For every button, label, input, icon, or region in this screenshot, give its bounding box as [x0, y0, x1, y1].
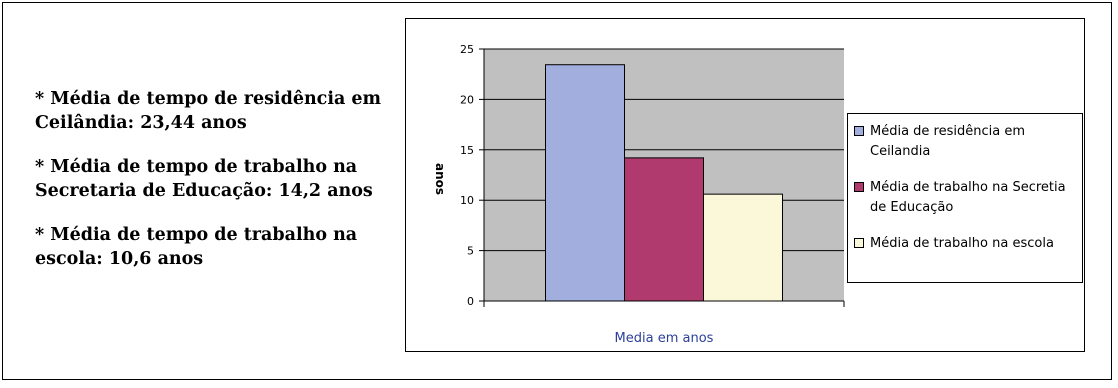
y-tick-labels: 0 5 10 15 20 25 [460, 43, 474, 308]
note-escola: * Média de tempo de trabalho na escola: … [35, 225, 358, 269]
y-tick-label: 5 [467, 245, 474, 258]
legend-label: Média de trabalho na escola [870, 236, 1054, 251]
x-axis-label: Media em anos [615, 331, 714, 346]
y-tick-label: 15 [460, 144, 474, 157]
legend-label: Média de trabalho na Secretia de Educaçã… [870, 180, 1066, 215]
y-tick-label: 20 [460, 93, 474, 106]
notes-panel: * Média de tempo de residência em Ceilân… [35, 87, 405, 291]
y-axis-label: anos [433, 163, 447, 195]
legend-swatch [854, 238, 864, 248]
bar-3 [703, 193, 783, 302]
y-tick-label: 25 [460, 43, 474, 56]
legend-swatch [854, 182, 864, 192]
y-tick-label: 0 [467, 295, 474, 308]
note-residencia: * Média de tempo de residência em Ceilân… [35, 89, 382, 133]
bar-chart: 0 5 10 15 20 25 anos Media em anos [433, 43, 845, 346]
note-secretaria: * Média de tempo de trabalho na Secretar… [35, 157, 373, 201]
legend-item-secretaria: Média de trabalho na Secretia de Educaçã… [854, 178, 1076, 218]
bars [545, 64, 783, 302]
y-tick-label: 10 [460, 194, 474, 207]
bar-1 [545, 64, 625, 302]
axes [479, 48, 845, 307]
chart-legend: Média de residência em Ceilandia Média d… [847, 113, 1083, 283]
legend-item-residencia: Média de residência em Ceilandia [854, 122, 1076, 162]
legend-item-escola: Média de trabalho na escola [854, 234, 1076, 254]
legend-swatch [854, 126, 864, 136]
chart-box: 0 5 10 15 20 25 anos Media em anos Média de r… [405, 18, 1085, 352]
legend-label: Média de residência em Ceilandia [870, 124, 1026, 159]
bar-2 [624, 157, 704, 302]
